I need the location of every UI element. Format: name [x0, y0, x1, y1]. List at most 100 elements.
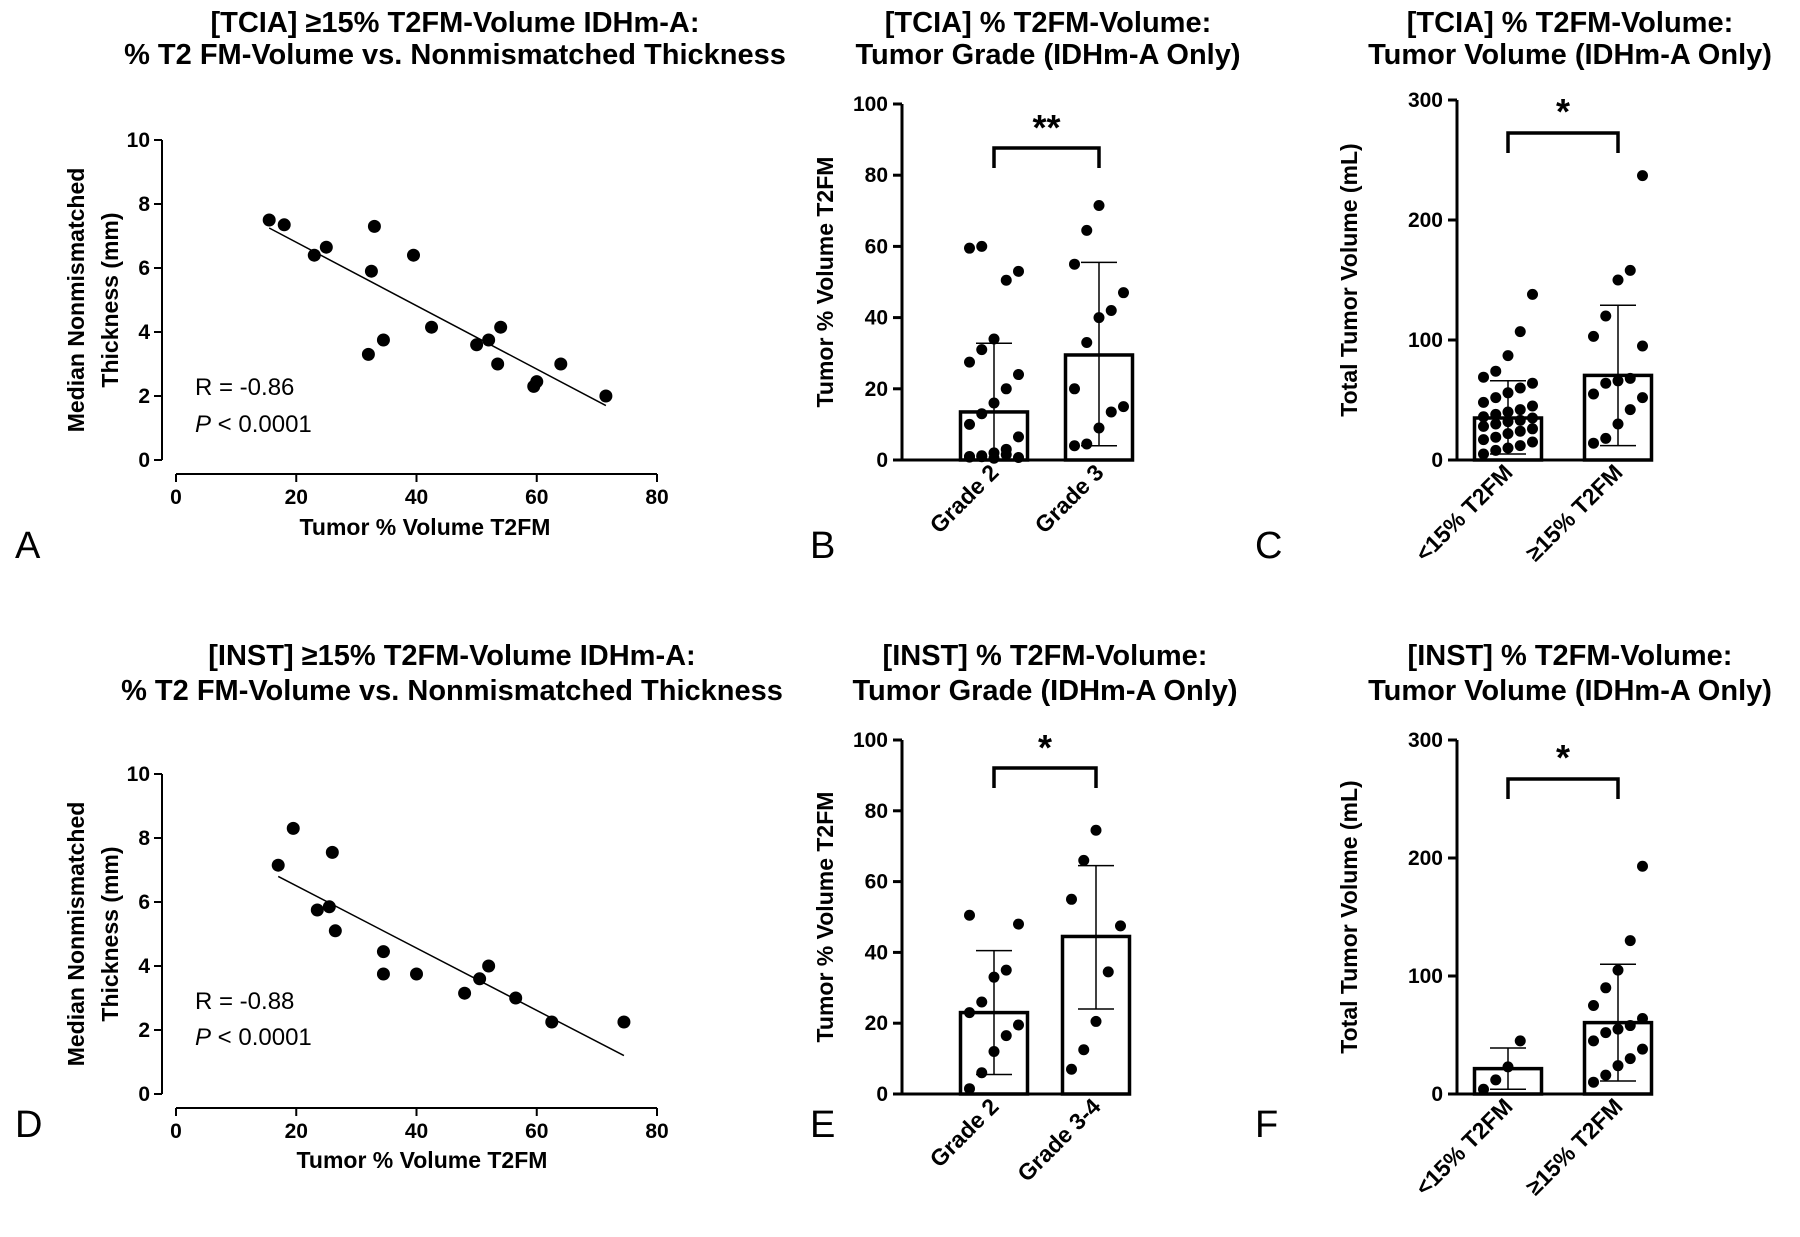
category-label: Grade 2	[925, 459, 1004, 538]
x-tick-label: 60	[525, 1120, 548, 1143]
significance-bracket	[1506, 777, 1620, 799]
p-value: P < 0.0001	[195, 1024, 312, 1051]
y-tick-label: 300	[1408, 729, 1443, 752]
y-tick-label: 300	[1408, 89, 1443, 112]
data-point	[1624, 404, 1636, 416]
data-point	[1000, 274, 1012, 286]
data-point	[1090, 824, 1102, 836]
x-tick-label: 20	[285, 486, 308, 509]
chart-title: Tumor Grade (IDHm-A Only)	[855, 39, 1240, 71]
y-tick-label: 6	[138, 891, 150, 914]
panel-label: F	[1255, 1104, 1278, 1146]
data-point	[1624, 372, 1636, 384]
y-tick-label: 40	[865, 307, 888, 330]
category-label: ≥15% T2FM	[1521, 1093, 1628, 1200]
y-tick-label: 0	[138, 1083, 150, 1106]
data-point	[509, 991, 523, 1005]
data-point	[1527, 377, 1538, 389]
data-point	[988, 333, 1000, 345]
data-point	[599, 389, 613, 403]
significance-marker: *	[1556, 737, 1570, 778]
y-tick-label: 80	[865, 164, 888, 187]
y-tick-label: 60	[865, 235, 888, 258]
y-tick-label: 0	[1431, 449, 1443, 472]
y-tick-label: 80	[865, 800, 888, 823]
data-point	[1588, 1000, 1599, 1011]
panel-d: [INST] ≥15% T2FM-Volume IDHm-A:% T2 FM-V…	[15, 640, 783, 1173]
x-tick-label: 40	[405, 486, 428, 509]
chart-title: Tumor Volume (IDHm-A Only)	[1368, 39, 1772, 71]
data-point	[1105, 304, 1117, 316]
data-point	[328, 924, 342, 938]
category-label: <15% T2FM	[1410, 459, 1517, 566]
data-point	[1478, 396, 1489, 408]
significance-bracket	[1506, 131, 1620, 153]
y-tick-label: 200	[1408, 209, 1443, 232]
data-point	[1637, 340, 1648, 352]
data-point	[1013, 1019, 1024, 1031]
data-point	[1514, 440, 1526, 452]
data-point	[964, 418, 975, 430]
x-tick-label: 80	[645, 486, 668, 509]
panel-f: [INST] % T2FM-Volume:Tumor Volume (IDHm-…	[1255, 640, 1772, 1201]
data-point	[1069, 440, 1080, 452]
x-tick-label: 80	[645, 1120, 668, 1143]
chart-title: [TCIA] ≥15% T2FM-Volume IDHm-A:	[210, 7, 699, 39]
chart-title: [TCIA] % T2FM-Volume:	[1407, 7, 1734, 39]
data-point	[1078, 1044, 1090, 1056]
data-point	[1624, 1053, 1636, 1065]
y-tick-label: 4	[138, 955, 150, 978]
data-point	[307, 248, 321, 262]
data-point	[976, 996, 988, 1008]
data-point	[1527, 436, 1538, 448]
y-tick-label: 20	[865, 378, 888, 401]
data-point	[470, 338, 484, 352]
x-tick-label: 0	[170, 1120, 182, 1143]
data-point	[964, 450, 975, 462]
data-point	[1013, 431, 1024, 443]
y-tick-label: 60	[865, 871, 888, 894]
chart-title: Tumor Volume (IDHm-A Only)	[1368, 675, 1772, 707]
data-point	[1600, 432, 1612, 444]
p-value: P < 0.0001	[195, 411, 312, 438]
data-point	[482, 959, 496, 973]
data-point	[1105, 406, 1117, 418]
data-point	[1527, 288, 1538, 300]
data-point	[976, 344, 988, 356]
p-text: < 0.0001	[211, 411, 312, 438]
y-tick-label: 4	[138, 321, 150, 344]
data-point	[976, 408, 988, 420]
data-point	[1600, 377, 1612, 389]
panel-c: [TCIA] % T2FM-Volume:Tumor Volume (IDHm-…	[1255, 7, 1772, 567]
data-point	[376, 333, 390, 347]
data-point	[1490, 392, 1502, 404]
chart-title: [INST] ≥15% T2FM-Volume IDHm-A:	[208, 640, 695, 672]
data-point	[1478, 420, 1489, 432]
data-point	[617, 1015, 631, 1029]
y-tick-label: 0	[1431, 1083, 1443, 1106]
data-point	[1081, 438, 1093, 450]
data-point	[1118, 401, 1129, 413]
data-point	[310, 903, 324, 917]
data-point	[325, 845, 339, 859]
data-point	[1066, 1063, 1077, 1075]
data-point	[545, 1015, 559, 1029]
chart-title: [INST] % T2FM-Volume:	[883, 640, 1208, 672]
data-point	[1490, 444, 1502, 456]
x-tick-label: 40	[405, 1120, 428, 1143]
y-tick-label: 100	[1408, 965, 1443, 988]
data-point	[964, 356, 975, 368]
data-point	[1624, 264, 1636, 276]
data-point	[406, 248, 420, 262]
data-point	[1588, 1035, 1599, 1047]
data-point	[1013, 918, 1024, 930]
data-point	[1478, 1083, 1489, 1095]
y-tick-label: 8	[138, 193, 150, 216]
data-point	[1069, 258, 1080, 270]
y-tick-label: 0	[876, 1083, 888, 1106]
y-axis-title: Tumor % Volume T2FM	[812, 157, 838, 408]
data-point	[1637, 1043, 1648, 1055]
p-text: < 0.0001	[211, 1024, 312, 1051]
data-point	[1000, 383, 1012, 395]
